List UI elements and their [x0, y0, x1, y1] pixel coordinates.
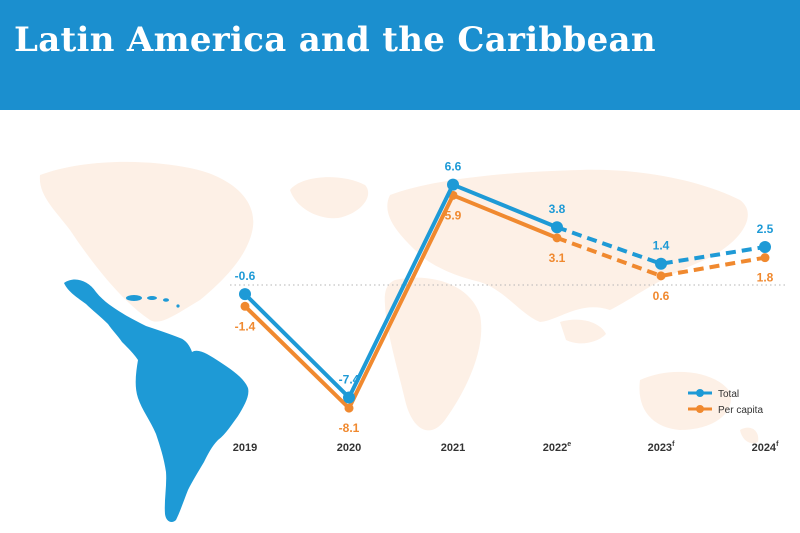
- data-label: 3.8: [549, 202, 566, 216]
- world-map-icon: [39, 161, 759, 444]
- data-label: -7.4: [339, 372, 360, 386]
- x-tick-label: 2023f: [648, 441, 675, 454]
- data-label: -1.4: [235, 319, 256, 333]
- legend-marker: [696, 405, 704, 413]
- data-label: 2.5: [757, 222, 774, 236]
- data-label: -0.6: [235, 269, 256, 283]
- series-line-forecast-0: [556, 225, 766, 266]
- x-tick-label: 2022e: [543, 441, 571, 454]
- series-line-0: [243, 182, 559, 400]
- data-label: 1.4: [653, 239, 670, 253]
- data-point: [551, 221, 563, 234]
- data-point: [760, 253, 770, 263]
- page-title: Latin America and the Caribbean: [14, 20, 656, 60]
- data-point: [344, 403, 354, 413]
- legend-marker: [696, 389, 704, 397]
- data-point: [447, 178, 459, 191]
- series-line-1: [243, 193, 559, 411]
- data-point: [552, 233, 562, 243]
- legend-label: Per capita: [718, 405, 763, 416]
- data-label: -8.1: [339, 421, 360, 435]
- x-tick-label: 2019: [233, 442, 257, 454]
- data-point: [343, 391, 355, 404]
- x-tick-superscript: e: [567, 441, 571, 448]
- legend-label: Total: [718, 389, 739, 400]
- x-tick-label: 2020: [337, 442, 361, 454]
- data-point: [759, 241, 771, 253]
- data-point: [240, 301, 250, 311]
- data-label: 6.6: [445, 160, 462, 174]
- data-label: 5.9: [445, 208, 462, 222]
- data-point: [656, 271, 666, 281]
- x-tick-superscript: f: [672, 441, 675, 448]
- data-label: 0.6: [653, 289, 670, 303]
- x-tick-label: 2021: [441, 442, 465, 454]
- latin-america-map-icon: [64, 279, 249, 522]
- data-label: 1.8: [757, 271, 774, 285]
- data-label: 3.1: [549, 251, 566, 265]
- data-point: [239, 288, 251, 301]
- data-point: [655, 257, 667, 270]
- series-line-forecast-1: [556, 236, 766, 278]
- x-tick-label: 2024f: [752, 441, 779, 454]
- title-banner: Latin America and the Caribbean: [0, 0, 800, 110]
- x-tick-superscript: f: [776, 441, 779, 448]
